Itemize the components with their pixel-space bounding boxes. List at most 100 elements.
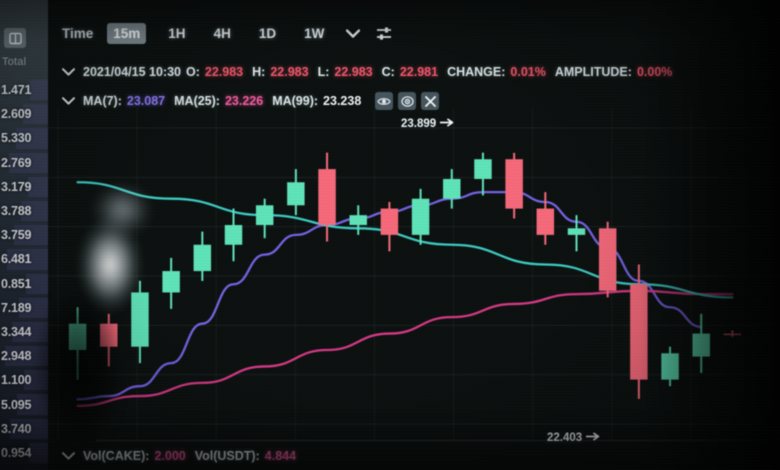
orderbook-total-value: 2.769	[1, 155, 32, 170]
target-icon[interactable]	[398, 92, 417, 110]
ma25-label: MA(25):	[174, 94, 220, 108]
time-label: Time	[62, 25, 94, 41]
candle	[598, 221, 617, 298]
ma99-label: MA(99):	[272, 94, 319, 108]
candle	[255, 198, 274, 239]
orderbook-row[interactable]: 7.189	[0, 296, 48, 320]
close-value: 22.981	[399, 65, 439, 79]
candle	[723, 330, 742, 337]
orderbook-total-value: 3.759	[1, 228, 32, 243]
ma25-value: 23.226	[224, 94, 264, 108]
timeframe-4h[interactable]: 4H	[213, 25, 231, 41]
orderbook-total-value: 7.189	[1, 300, 32, 315]
orderbook-total-value: 2.609	[1, 107, 32, 122]
orderbook-row[interactable]: 1.100	[0, 368, 48, 392]
volume-collapse-chevron-down-icon[interactable]	[62, 452, 75, 460]
candle	[318, 152, 336, 242]
candle	[536, 192, 555, 245]
orderbook-total-value: 3.179	[1, 179, 32, 194]
orderbook-row[interactable]: 3.740	[0, 417, 48, 441]
timeframe-toolbar: Time 15m 1H 4H 1D 1W	[48, 18, 408, 48]
volume-info-row: Vol(CAKE): 2.000 Vol(USDT): 4.844	[62, 446, 305, 466]
orderbook-total-header: Total	[2, 56, 27, 68]
candle	[443, 169, 461, 209]
orderbook-row[interactable]: 3.344	[0, 320, 48, 344]
candlestick-chart-panel: Time 15m 1H 4H 1D 1W 2021/04/15 10:30 O: 2	[48, 0, 780, 470]
arrow-right-icon	[439, 118, 455, 130]
amplitude-value: 0.00%	[636, 65, 673, 79]
open-value: 22.983	[204, 65, 244, 79]
timeframe-buttons: 15m 1H 4H 1D 1W	[107, 22, 346, 44]
orderbook-panel: Total 1.471 2.609 5.330 2.769 3.179 3.788 3.75…	[0, 0, 48, 470]
orderbook-row[interactable]: 2.948	[0, 344, 48, 368]
chart-gridlines	[48, 108, 780, 440]
change-value: 0.01%	[510, 65, 546, 79]
period-low-value: 22.403	[546, 432, 584, 444]
candle	[505, 152, 523, 219]
candle	[411, 188, 430, 245]
orderbook-total-value: 5.095	[1, 397, 32, 412]
timeframe-1w[interactable]: 1W	[304, 25, 325, 41]
timeframe-15m[interactable]: 15m	[107, 22, 147, 44]
orderbook-rows: 1.471 2.609 5.330 2.769 3.179 3.788 3.759 6.481…	[0, 78, 48, 465]
ma99-value: 23.238	[323, 94, 362, 108]
orderbook-row[interactable]: 1.471	[0, 78, 48, 102]
vol-usdt-label: Vol(USDT):	[194, 449, 260, 463]
settings-sliders-icon[interactable]	[376, 26, 392, 41]
candle	[193, 231, 212, 281]
candle	[68, 307, 87, 380]
orderbook-row[interactable]: 3.179	[0, 175, 48, 199]
orderbook-row[interactable]: 0.954	[0, 441, 48, 465]
orderbook-total-value: 1.100	[1, 373, 32, 388]
eye-icon[interactable]	[375, 92, 394, 110]
orderbook-row[interactable]: 3.759	[0, 223, 48, 247]
ohlc-datetime: 2021/04/15 10:30	[83, 65, 182, 79]
arrow-right-icon	[585, 432, 601, 444]
ohlc-info-row: 2021/04/15 10:30 O: 22.983 H: 22.983 L: …	[62, 62, 681, 82]
close-icon[interactable]	[421, 92, 440, 110]
change-label: CHANGE:	[447, 65, 506, 79]
period-low-price-tag: 22.403	[546, 432, 601, 444]
timeframe-1d[interactable]: 1D	[258, 25, 277, 41]
orderbook-total-value: 3.788	[1, 204, 32, 219]
chevron-down-icon[interactable]	[346, 28, 361, 38]
period-high-price-tag: 23.899	[400, 118, 455, 130]
orderbook-row[interactable]: 5.095	[0, 392, 48, 416]
moving-average-info-row: MA(7): 23.087 MA(25): 23.226 MA(99): 23.…	[62, 90, 440, 112]
candle	[224, 208, 243, 262]
candle	[349, 205, 367, 235]
orderbook-total-value: 3.344	[1, 324, 32, 339]
orderbook-row[interactable]: 0.851	[0, 272, 48, 296]
candle	[380, 202, 399, 252]
orderbook-total-value: 5.330	[1, 131, 32, 146]
orderbook-depth-bar	[29, 442, 48, 463]
orderbook-row[interactable]: 3.788	[0, 199, 48, 223]
orderbook-row[interactable]: 5.330	[0, 126, 48, 150]
ma7-value: 23.087	[126, 94, 166, 108]
orderbook-layout-icon[interactable]	[4, 28, 26, 48]
candle	[630, 264, 648, 399]
orderbook-total-value: 0.954	[1, 445, 32, 460]
ma7-label: MA(7):	[83, 94, 122, 108]
orderbook-total-value: 1.471	[1, 83, 32, 98]
high-value: 22.983	[270, 65, 309, 79]
orderbook-row[interactable]: 6.481	[0, 247, 48, 271]
orderbook-total-value: 0.851	[1, 276, 32, 291]
volume-panel-divider	[96, 440, 780, 441]
low-value: 22.983	[334, 65, 373, 79]
low-label: L:	[317, 65, 330, 79]
close-label: C:	[381, 65, 395, 79]
vol-usdt-value: 4.844	[264, 449, 297, 463]
candle	[287, 169, 305, 216]
orderbook-depth-bar	[30, 80, 48, 101]
orderbook-row[interactable]: 2.769	[0, 151, 48, 175]
candle	[131, 280, 149, 364]
vol-cake-label: Vol(CAKE):	[83, 449, 150, 463]
timeframe-1h[interactable]: 1H	[168, 25, 186, 41]
orderbook-total-value: 6.481	[1, 252, 32, 267]
ohlc-collapse-chevron-down-icon[interactable]	[62, 68, 75, 76]
candle	[100, 313, 118, 367]
orderbook-row[interactable]: 2.609	[0, 102, 48, 126]
ma-collapse-chevron-down-icon[interactable]	[62, 97, 75, 105]
